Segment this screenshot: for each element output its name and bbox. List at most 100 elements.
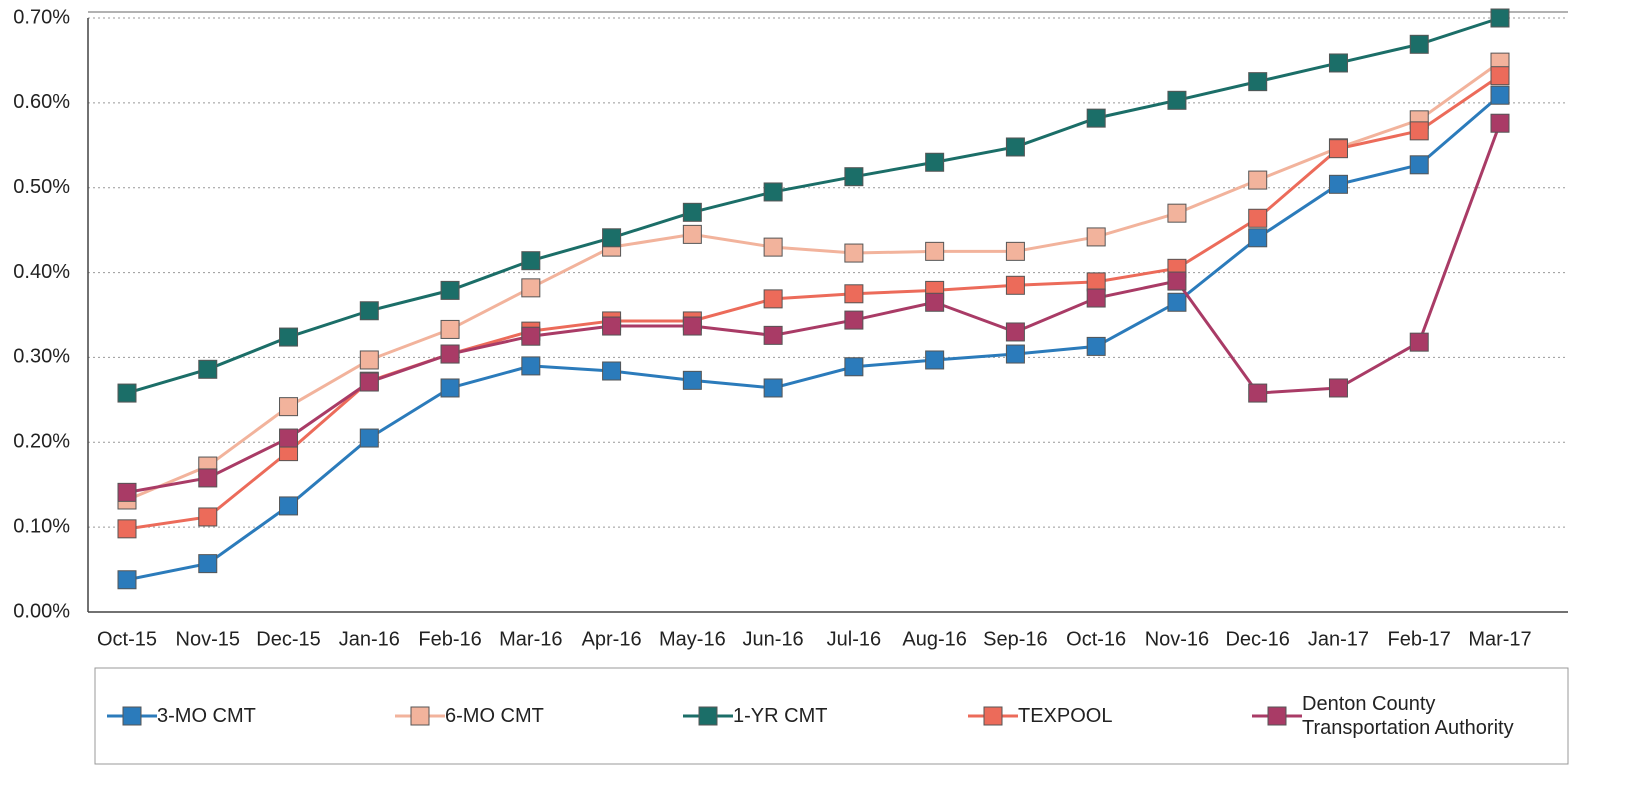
legend-marker [410,706,430,726]
x-tick-label: Jan-16 [339,628,400,650]
legend-icon [968,706,1018,726]
data-point [1086,288,1106,308]
x-tick-label: Nov-15 [176,628,240,650]
data-point [198,359,218,379]
data-point [1409,332,1429,352]
data-point [1409,121,1429,141]
data-point [1409,34,1429,54]
data-point [440,344,460,364]
data-point [682,224,702,244]
data-point [1248,170,1268,190]
x-tick-label: Dec-15 [256,628,320,650]
legend-marker [983,706,1003,726]
data-point [602,316,622,336]
data-point [359,428,379,448]
data-point [1005,344,1025,364]
data-point [925,350,945,370]
data-point [279,327,299,347]
data-point [602,228,622,248]
data-point [1167,292,1187,312]
legend-icon [107,706,157,726]
legend-icon [1252,706,1302,726]
data-point [117,383,137,403]
data-point [844,357,864,377]
legend-box [94,667,1569,765]
x-tick-label: Jan-17 [1308,628,1369,650]
data-point [198,554,218,574]
data-point [925,241,945,261]
data-point [925,152,945,172]
series-line [126,122,1502,494]
data-point [763,325,783,345]
y-tick-label: 0.60% [13,91,70,113]
y-tick-label: 0.30% [13,346,70,368]
data-point [1328,139,1348,159]
data-point [1005,241,1025,261]
data-point [198,507,218,527]
data-point [1005,322,1025,342]
x-tick-label: May-16 [659,628,726,650]
y-tick-label: 0.50% [13,176,70,198]
y-tick-label: 0.10% [13,515,70,537]
legend-item: 3-MO CMT [107,690,256,742]
x-tick-label: Oct-15 [97,628,157,650]
data-point [117,482,137,502]
data-point [1086,108,1106,128]
x-tick-label: Oct-16 [1066,628,1126,650]
y-tick-label: 0.20% [13,431,70,453]
data-point [844,310,864,330]
y-tick-label: 0.40% [13,261,70,283]
data-point [1490,66,1510,86]
data-point [1248,228,1268,248]
data-point [440,280,460,300]
y-tick-label: 0.70% [13,6,70,28]
legend-label: 3-MO CMT [157,705,256,727]
data-point [1328,53,1348,73]
data-point [1328,378,1348,398]
data-point [1005,275,1025,295]
data-point [1248,72,1268,92]
data-point [521,326,541,346]
x-tick-label: Feb-17 [1388,628,1451,650]
data-point [1005,137,1025,157]
data-point [1490,113,1510,133]
data-point [925,292,945,312]
data-point [440,319,460,339]
legend-label: 1-YR CMT [733,705,828,727]
data-point [279,496,299,516]
data-point [1167,90,1187,110]
data-point [1248,208,1268,228]
legend-item: 1-YR CMT [683,690,827,742]
data-point [1248,383,1268,403]
series-line [126,74,1501,531]
data-point [1167,203,1187,223]
data-point [1409,155,1429,175]
data-point [359,372,379,392]
x-tick-label: Mar-17 [1468,628,1531,650]
x-tick-label: Apr-16 [582,628,642,650]
data-point [198,468,218,488]
data-point [521,278,541,298]
legend-label: Denton County Transportation Authority [1302,693,1514,739]
x-tick-label: Dec-16 [1225,628,1289,650]
data-point [844,284,864,304]
legend-item: Denton County Transportation Authority [1252,690,1532,742]
x-tick-label: Jun-16 [743,628,804,650]
data-point [117,519,137,539]
data-point [521,356,541,376]
data-point [763,378,783,398]
x-tick-label: Feb-16 [418,628,481,650]
legend-marker [698,706,718,726]
data-point [117,570,137,590]
x-tick-label: Jul-16 [827,628,881,650]
legend-marker [1267,706,1287,726]
series-line [126,60,1501,502]
legend-icon [395,706,445,726]
legend-marker [122,706,142,726]
legend-label: 6-MO CMT [445,705,544,727]
data-point [279,397,299,417]
data-point [359,350,379,370]
series-line [126,94,1501,582]
data-point [1490,8,1510,28]
